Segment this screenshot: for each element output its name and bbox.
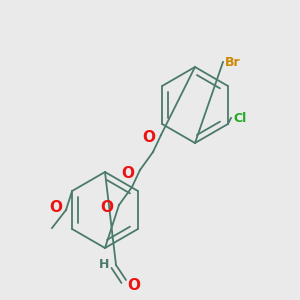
Text: H: H	[99, 259, 109, 272]
Text: O: O	[142, 130, 155, 146]
Text: O: O	[122, 166, 134, 181]
Text: O: O	[128, 278, 140, 292]
Text: O: O	[100, 200, 113, 215]
Text: O: O	[49, 200, 62, 215]
Text: Br: Br	[225, 56, 241, 68]
Text: Cl: Cl	[233, 112, 246, 124]
